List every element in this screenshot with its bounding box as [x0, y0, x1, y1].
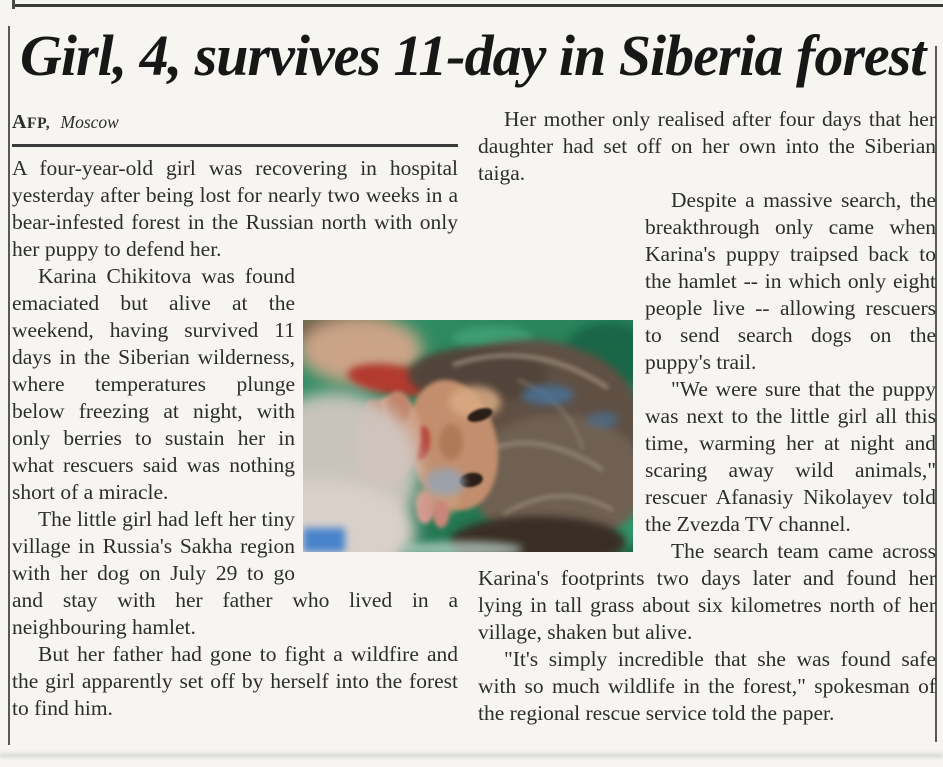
article-photo-illustration: [303, 320, 633, 552]
bottom-scan-edge: [0, 753, 943, 758]
paragraph: "It's simply incredible that she was fou…: [478, 646, 936, 727]
paragraph: A four-year-old girl was recovering in h…: [12, 155, 458, 263]
paragraph: Her mother only realised after four days…: [478, 106, 936, 187]
paragraph-text: Despite a massive search, the breakthrou…: [645, 188, 936, 374]
paragraph: Karina Chikitova was found emaciated but…: [12, 263, 458, 506]
paragraph: But her father had gone to fight a wildf…: [12, 641, 458, 722]
top-left-corner-tick: [12, 0, 15, 9]
byline: AFP, Moscow: [12, 104, 458, 137]
paragraph: The search team came across Karina's foo…: [478, 538, 936, 646]
right-column: Her mother only realised after four days…: [478, 104, 936, 727]
article-photo: [303, 320, 633, 552]
paragraph: Despite a massive search, the breakthrou…: [478, 187, 936, 376]
paragraph-text: "It's simply incredible that she was fou…: [478, 647, 936, 725]
top-border-rule: [13, 4, 943, 7]
paragraph-text: The search team came across Karina's foo…: [478, 539, 936, 644]
paragraph: "We were sure that the puppy was next to…: [478, 376, 936, 538]
byline-rule: [12, 144, 458, 147]
paragraph-text: But her father had gone to fight a wildf…: [12, 642, 458, 720]
paragraph-text: The little girl had left her tiny villag…: [12, 507, 458, 639]
byline-agency: AFP,: [12, 111, 51, 133]
left-column: AFP, Moscow A four-year-old girl was rec…: [12, 104, 458, 722]
paragraph-text: Her mother only realised after four days…: [478, 107, 936, 185]
paragraph-text: "We were sure that the puppy was next to…: [645, 377, 936, 536]
paragraph-text: A four-year-old girl was recovering in h…: [12, 156, 458, 261]
right-border-rule: [935, 46, 937, 742]
paragraph: The little girl had left her tiny villag…: [12, 506, 458, 641]
left-border-rule: [8, 26, 10, 745]
article-headline: Girl, 4, survives 11-day in Siberia fore…: [20, 23, 926, 88]
paragraph-text: Karina Chikitova was found emaciated but…: [12, 264, 295, 504]
byline-location: Moscow: [60, 112, 119, 132]
